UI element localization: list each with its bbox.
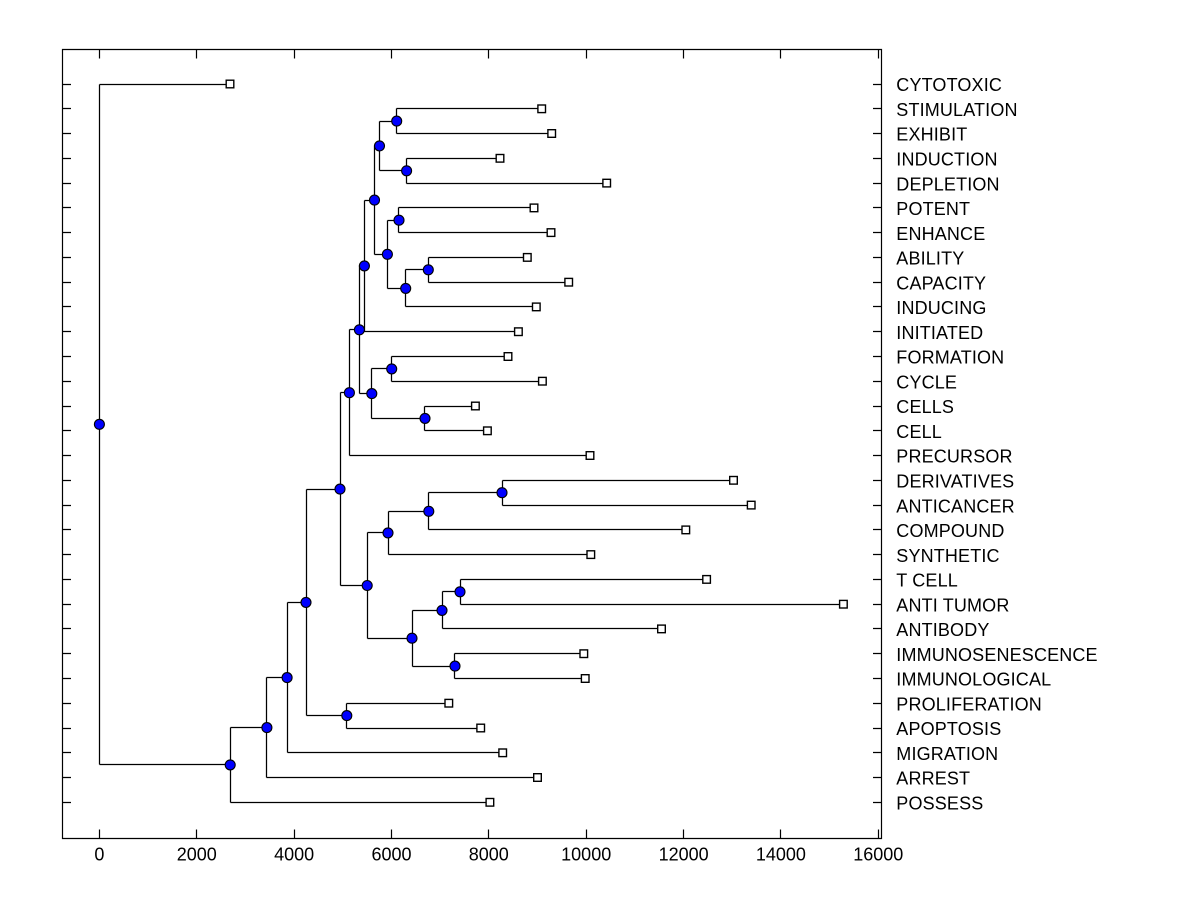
svg-text:INITIATED: INITIATED	[896, 323, 983, 343]
svg-text:CAPACITY: CAPACITY	[896, 273, 986, 293]
svg-text:ABILITY: ABILITY	[896, 249, 964, 269]
svg-text:2000: 2000	[177, 845, 217, 865]
svg-text:PRECURSOR: PRECURSOR	[896, 447, 1012, 467]
svg-text:CYCLE: CYCLE	[896, 372, 957, 392]
svg-text:T CELL: T CELL	[896, 571, 958, 591]
svg-text:POTENT: POTENT	[896, 199, 970, 219]
svg-text:10000: 10000	[561, 845, 611, 865]
svg-text:ANTICANCER: ANTICANCER	[896, 496, 1015, 516]
svg-text:SYNTHETIC: SYNTHETIC	[896, 546, 999, 566]
svg-text:PROLIFERATION: PROLIFERATION	[896, 694, 1042, 714]
svg-text:12000: 12000	[659, 845, 709, 865]
svg-text:STIMULATION: STIMULATION	[896, 100, 1017, 120]
svg-text:FORMATION: FORMATION	[896, 348, 1004, 368]
svg-text:ANTIBODY: ANTIBODY	[896, 620, 989, 640]
svg-text:INDUCTION: INDUCTION	[896, 150, 997, 170]
svg-text:COMPOUND: COMPOUND	[896, 521, 1004, 541]
svg-text:8000: 8000	[469, 845, 509, 865]
svg-text:4000: 4000	[274, 845, 314, 865]
svg-text:CELL: CELL	[896, 422, 942, 442]
svg-text:14000: 14000	[756, 845, 806, 865]
svg-text:IMMUNOSENESCENCE: IMMUNOSENESCENCE	[896, 645, 1097, 665]
svg-text:ENHANCE: ENHANCE	[896, 224, 985, 244]
svg-text:CELLS: CELLS	[896, 397, 954, 417]
svg-text:DERIVATIVES: DERIVATIVES	[896, 472, 1014, 492]
svg-text:16000: 16000	[853, 845, 903, 865]
svg-text:ARREST: ARREST	[896, 769, 970, 789]
svg-text:6000: 6000	[371, 845, 411, 865]
svg-text:IMMUNOLOGICAL: IMMUNOLOGICAL	[896, 670, 1051, 690]
svg-text:DEPLETION: DEPLETION	[896, 174, 999, 194]
svg-text:POSSESS: POSSESS	[896, 794, 983, 814]
svg-text:0: 0	[94, 845, 104, 865]
svg-text:INDUCING: INDUCING	[896, 298, 986, 318]
svg-text:APOPTOSIS: APOPTOSIS	[896, 719, 1001, 739]
svg-text:EXHIBIT: EXHIBIT	[896, 125, 967, 145]
svg-text:ANTI TUMOR: ANTI TUMOR	[896, 595, 1009, 615]
svg-text:CYTOTOXIC: CYTOTOXIC	[896, 75, 1002, 95]
svg-text:MIGRATION: MIGRATION	[896, 744, 998, 764]
